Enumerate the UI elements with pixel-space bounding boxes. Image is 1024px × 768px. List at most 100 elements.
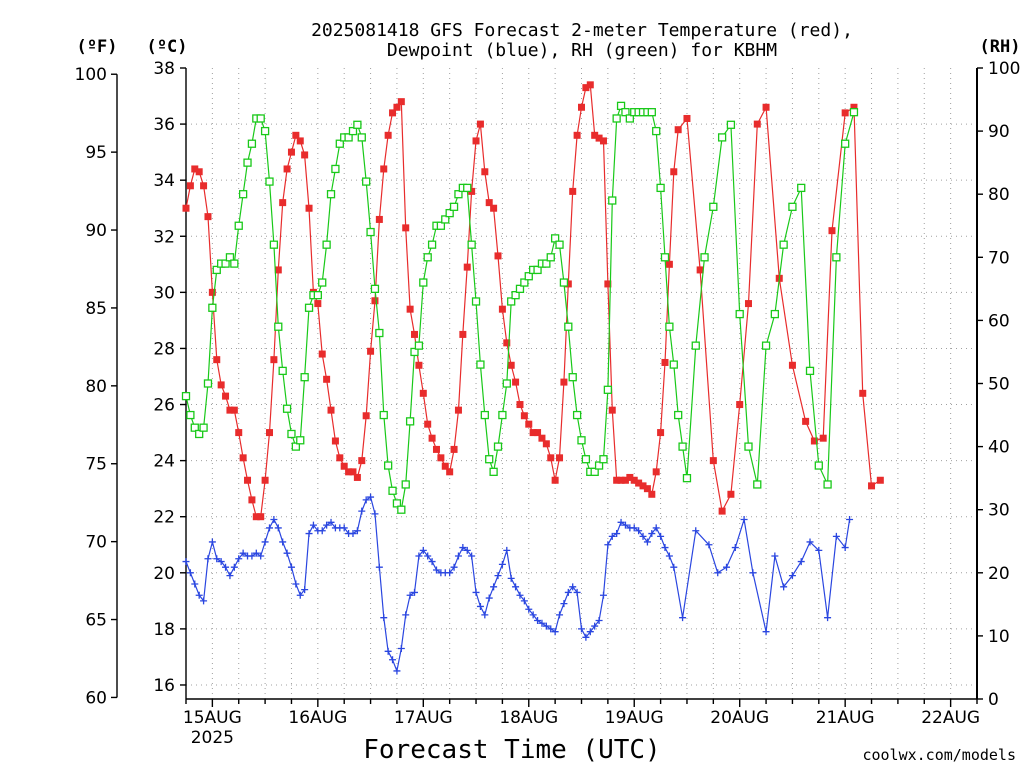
dewpoint-point xyxy=(670,563,678,571)
temperature-point xyxy=(582,84,590,92)
dewpoint-point xyxy=(261,538,269,546)
rh-point xyxy=(454,190,463,199)
rh-point xyxy=(709,202,718,211)
dewpoint-point xyxy=(349,530,357,538)
rh-point xyxy=(397,505,406,514)
temperature-point xyxy=(665,260,673,268)
temperature-point xyxy=(353,473,361,481)
dewpoint-point xyxy=(714,569,722,577)
temperature-point xyxy=(876,476,884,484)
dewpoint-point xyxy=(424,552,432,560)
rh-point xyxy=(383,461,393,470)
rh-point xyxy=(203,379,213,388)
x-tick-label: 22AUG xyxy=(921,708,980,728)
temperature-point xyxy=(868,482,876,490)
dewpoint-point xyxy=(560,600,568,608)
rh-point xyxy=(660,253,670,262)
temperature-point xyxy=(213,356,221,364)
dewpoint-point xyxy=(371,510,379,518)
data-series xyxy=(181,81,884,675)
rh-point xyxy=(326,190,336,199)
temperature-point xyxy=(200,182,208,190)
temperature-point xyxy=(459,330,467,338)
dewpoint-point xyxy=(608,532,616,540)
temperature-point xyxy=(481,168,489,176)
rh-tick-label: 80 xyxy=(988,185,1010,205)
fahrenheit-tick-label: 70 xyxy=(85,533,107,553)
temperature-point xyxy=(305,204,313,212)
rh-point xyxy=(427,240,437,249)
rh-point xyxy=(379,410,388,420)
rh-point xyxy=(577,436,586,445)
dewpoint-point xyxy=(665,552,673,560)
rh-point xyxy=(555,240,564,249)
dewpoint-point xyxy=(542,622,550,630)
rh-point xyxy=(761,341,771,350)
temperature-point xyxy=(810,437,818,445)
celsius-tick-label: 24 xyxy=(153,452,175,472)
dewpoint-point xyxy=(200,597,208,605)
temperature-point xyxy=(217,381,225,389)
dewpoint-point xyxy=(788,572,796,580)
dewpoint-point xyxy=(771,552,779,560)
temperature-point xyxy=(788,361,796,369)
rh-point xyxy=(190,423,199,432)
rh-point xyxy=(278,366,287,376)
temperature-point xyxy=(718,507,726,515)
temperature-point xyxy=(753,120,761,128)
temperature-point xyxy=(323,375,331,383)
x-tick-label: 18AUG xyxy=(499,708,558,728)
rh-point xyxy=(230,259,239,268)
rh-tick-label: 10 xyxy=(988,627,1010,647)
dewpoint-point xyxy=(551,628,559,636)
rh-point xyxy=(603,385,613,394)
rh-point xyxy=(370,284,380,294)
dewpoint-point xyxy=(450,563,458,571)
temperature-point xyxy=(301,151,309,159)
x-tick-label: 16AUG xyxy=(288,708,347,728)
temperature-point xyxy=(498,305,506,313)
rh-point xyxy=(625,114,634,123)
rh-point xyxy=(243,158,252,167)
rh-point xyxy=(823,480,832,489)
rh-tick-label: 30 xyxy=(988,501,1010,521)
temperature-point xyxy=(468,187,476,195)
fahrenheit-tick-label: 65 xyxy=(85,611,107,631)
dewpoint-point xyxy=(296,591,304,599)
dewpoint-point xyxy=(815,546,823,554)
dewpoint-point xyxy=(182,558,190,566)
fahrenheit-tick-label: 75 xyxy=(85,455,107,475)
fahrenheit-tick-label: 60 xyxy=(85,688,107,708)
dewpoint-point xyxy=(340,524,348,532)
dewpoint-point xyxy=(472,588,480,596)
temperature-point xyxy=(274,266,282,274)
rh-point xyxy=(493,442,503,451)
temperature-point xyxy=(841,109,849,117)
rh-point xyxy=(476,360,485,369)
dewpoint-point xyxy=(586,628,594,636)
temperature-point xyxy=(727,490,735,498)
temperature-point xyxy=(599,137,607,145)
dewpoint-point xyxy=(411,588,419,596)
rh-point xyxy=(234,221,243,230)
celsius-axis-header: (ºC) xyxy=(147,37,188,57)
rh-point xyxy=(392,499,402,508)
credit-label: coolwx.com/models xyxy=(862,746,1016,764)
temperature-point xyxy=(696,266,704,274)
temperature-point xyxy=(472,137,480,145)
rh-axis-header: (RH) xyxy=(980,37,1021,57)
temperature-point xyxy=(648,490,656,498)
dewpoint-point xyxy=(459,544,467,552)
dewpoint-point xyxy=(287,563,295,571)
temperature-point xyxy=(463,263,471,271)
rh-point xyxy=(656,183,665,193)
rh-point xyxy=(498,410,507,420)
temperature-point xyxy=(802,417,810,425)
temperature-point xyxy=(556,454,564,462)
temperature-point xyxy=(525,420,533,428)
temperature-point xyxy=(560,378,568,386)
rh-point xyxy=(274,322,283,331)
rh-point xyxy=(849,108,859,117)
temperature-point xyxy=(265,429,273,437)
rh-point xyxy=(269,240,279,249)
